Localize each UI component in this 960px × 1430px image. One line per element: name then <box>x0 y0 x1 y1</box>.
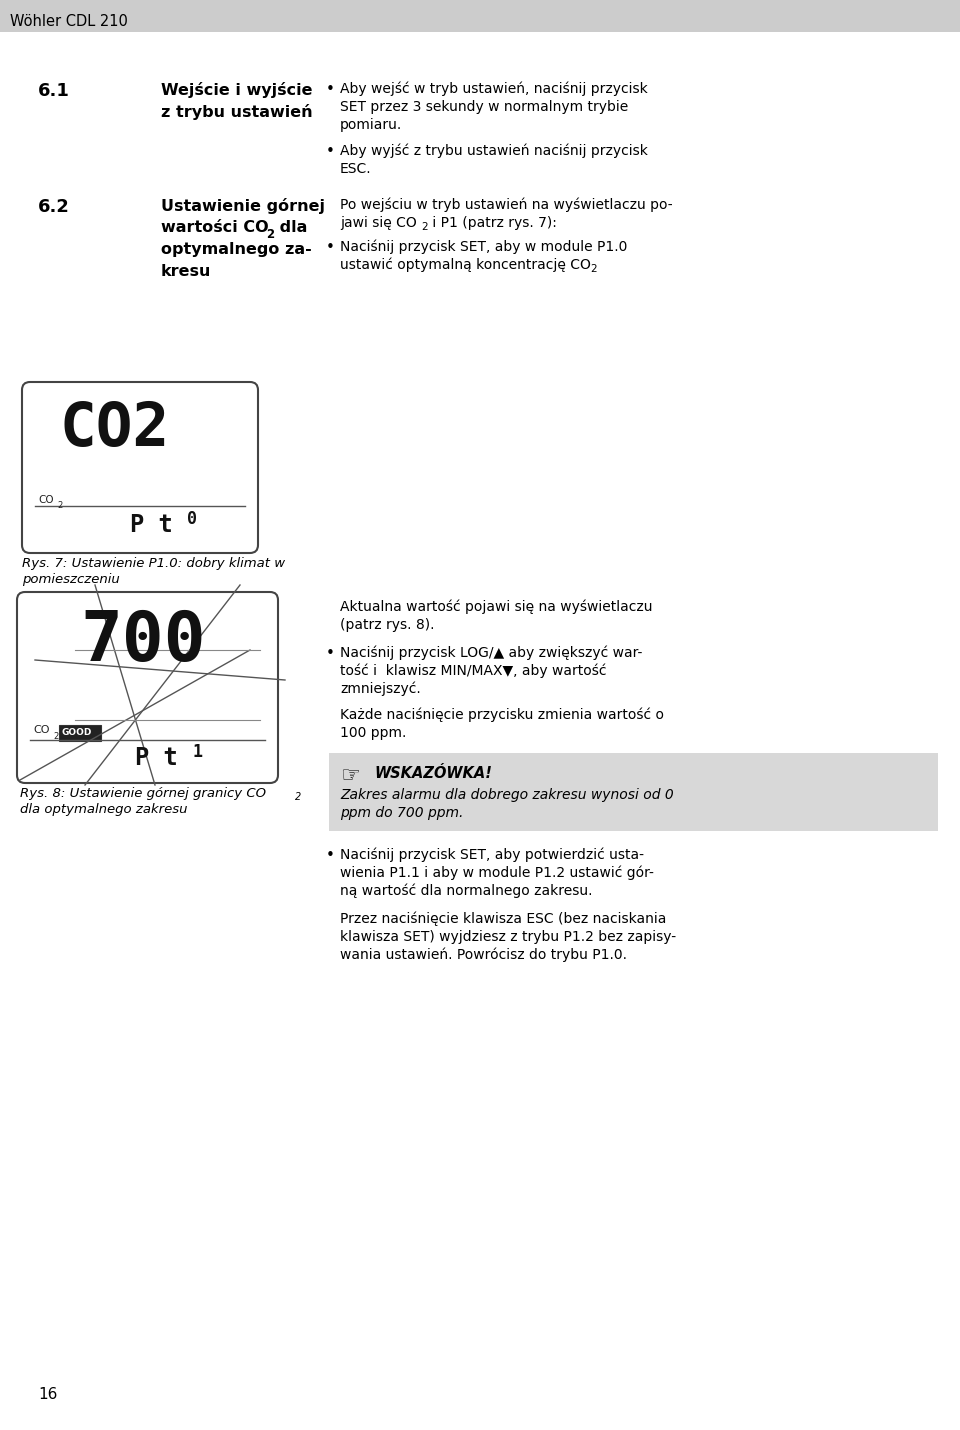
Text: Aby wyjść z trybu ustawień naciśnij przycisk: Aby wyjść z trybu ustawień naciśnij przy… <box>340 144 648 159</box>
Text: 6.2: 6.2 <box>38 197 70 216</box>
Text: CO: CO <box>38 495 54 505</box>
Text: wartości CO: wartości CO <box>161 220 269 235</box>
Text: jawi się CO: jawi się CO <box>340 216 417 230</box>
Text: 2: 2 <box>295 792 301 802</box>
Text: optymalnego za-: optymalnego za- <box>161 242 312 257</box>
Text: Naciśnij przycisk SET, aby potwierdzić usta-: Naciśnij przycisk SET, aby potwierdzić u… <box>340 848 644 862</box>
Text: Wejście i wyjście: Wejście i wyjście <box>161 82 313 99</box>
Text: pomieszczeniu: pomieszczeniu <box>22 573 120 586</box>
Text: pomiaru.: pomiaru. <box>340 119 402 132</box>
Text: 16: 16 <box>38 1387 58 1401</box>
FancyBboxPatch shape <box>17 592 278 784</box>
Text: wienia P1.1 i aby w module P1.2 ustawić gór-: wienia P1.1 i aby w module P1.2 ustawić … <box>340 867 654 881</box>
Text: Każde naciśnięcie przycisku zmienia wartość o: Każde naciśnięcie przycisku zmienia wart… <box>340 708 664 722</box>
Text: 700: 700 <box>80 608 205 675</box>
Text: kresu: kresu <box>161 265 211 279</box>
Bar <box>0 0 960 31</box>
Text: Rys. 8: Ustawienie górnej granicy CO: Rys. 8: Ustawienie górnej granicy CO <box>20 787 266 799</box>
Text: ppm do 700 ppm.: ppm do 700 ppm. <box>340 807 464 819</box>
Text: 2: 2 <box>590 265 596 275</box>
Text: dla optymalnego zakresu: dla optymalnego zakresu <box>20 804 187 817</box>
Text: ustawić optymalną koncentrację CO: ustawić optymalną koncentrację CO <box>340 257 590 273</box>
Text: (patrz rys. 8).: (patrz rys. 8). <box>340 618 435 632</box>
Text: Zakres alarmu dla dobrego zakresu wynosi od 0: Zakres alarmu dla dobrego zakresu wynosi… <box>340 788 674 802</box>
Text: ną wartość dla normalnego zakresu.: ną wartość dla normalnego zakresu. <box>340 884 592 898</box>
Text: Naciśnij przycisk SET, aby w module P1.0: Naciśnij przycisk SET, aby w module P1.0 <box>340 240 628 255</box>
Text: P t: P t <box>130 513 173 538</box>
Text: 1: 1 <box>192 744 202 761</box>
Text: Ustawienie górnej: Ustawienie górnej <box>161 197 325 214</box>
Text: Aby wejść w tryb ustawień, naciśnij przycisk: Aby wejść w tryb ustawień, naciśnij przy… <box>340 82 648 96</box>
Text: 100 ppm.: 100 ppm. <box>340 726 406 739</box>
Text: 2: 2 <box>421 222 427 232</box>
Text: SET przez 3 sekundy w normalnym trybie: SET przez 3 sekundy w normalnym trybie <box>340 100 628 114</box>
Text: z trybu ustawień: z trybu ustawień <box>161 104 313 120</box>
Text: Po wejściu w tryb ustawień na wyświetlaczu po-: Po wejściu w tryb ustawień na wyświetlac… <box>340 197 673 213</box>
Text: Wöhler CDL 210: Wöhler CDL 210 <box>10 13 128 29</box>
Text: i P1 (patrz rys. 7):: i P1 (patrz rys. 7): <box>428 216 557 230</box>
FancyBboxPatch shape <box>59 725 101 741</box>
Text: •: • <box>326 646 335 661</box>
Text: WSKAZÓWKA!: WSKAZÓWKA! <box>374 766 492 781</box>
Text: •: • <box>326 240 335 255</box>
Text: 2: 2 <box>57 500 62 511</box>
Text: P t: P t <box>135 746 178 769</box>
Text: Naciśnij przycisk LOG/▲ aby zwiększyć war-: Naciśnij przycisk LOG/▲ aby zwiększyć wa… <box>340 646 642 661</box>
FancyBboxPatch shape <box>22 382 258 553</box>
Text: •: • <box>326 144 335 159</box>
Text: wania ustawień. Powrócisz do trybu P1.0.: wania ustawień. Powrócisz do trybu P1.0. <box>340 948 627 962</box>
Text: tość i  klawisz MIN/MAX▼, aby wartość: tość i klawisz MIN/MAX▼, aby wartość <box>340 664 607 678</box>
Text: 0: 0 <box>187 511 197 528</box>
Text: Przez naciśnięcie klawisza ESC (bez naciskania: Przez naciśnięcie klawisza ESC (bez naci… <box>340 912 666 927</box>
Text: ☞: ☞ <box>340 766 360 786</box>
Text: ESC.: ESC. <box>340 162 372 176</box>
Text: 2: 2 <box>266 227 275 242</box>
Text: 6.1: 6.1 <box>38 82 70 100</box>
Text: dla: dla <box>274 220 307 235</box>
Text: Aktualna wartość pojawi się na wyświetlaczu: Aktualna wartość pojawi się na wyświetla… <box>340 601 653 615</box>
Text: Rys. 7: Ustawienie P1.0: dobry klimat w: Rys. 7: Ustawienie P1.0: dobry klimat w <box>22 558 285 571</box>
Text: CO2: CO2 <box>60 400 170 459</box>
FancyBboxPatch shape <box>329 754 938 831</box>
Text: •: • <box>326 848 335 862</box>
Text: 2: 2 <box>53 732 59 741</box>
Text: CO: CO <box>33 725 50 735</box>
Text: zmniejszyć.: zmniejszyć. <box>340 682 420 696</box>
Text: GOOD: GOOD <box>62 728 92 736</box>
Text: •: • <box>326 82 335 97</box>
Text: klawisza SET) wyjdziesz z trybu P1.2 bez zapisy-: klawisza SET) wyjdziesz z trybu P1.2 bez… <box>340 930 676 944</box>
